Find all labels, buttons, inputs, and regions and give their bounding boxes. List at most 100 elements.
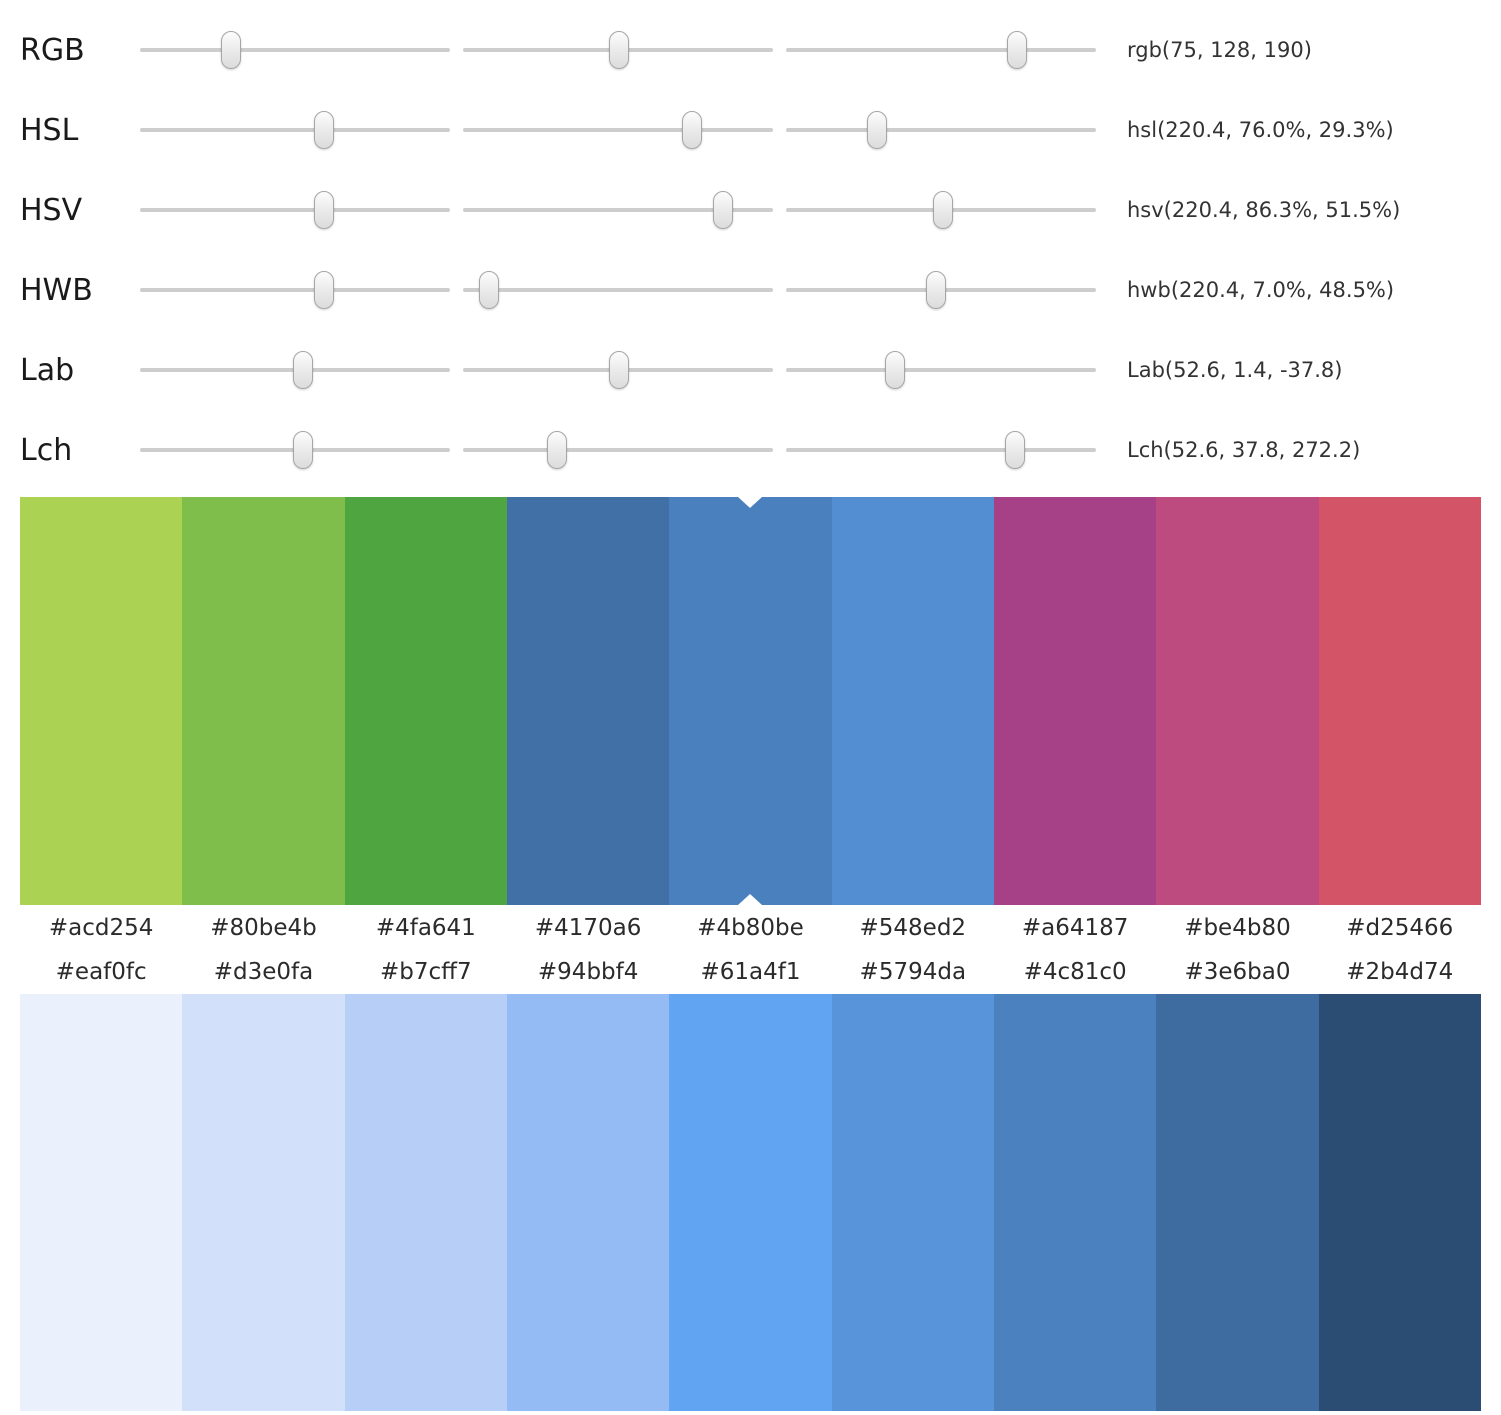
slider-thumb[interactable]: [293, 431, 314, 469]
hex-label: #eaf0fc: [55, 959, 147, 985]
hex-label: #b7cff7: [380, 959, 472, 985]
scale-swatch[interactable]: [182, 994, 345, 1411]
scale-swatch[interactable]: [1318, 994, 1481, 1411]
scale-swatch[interactable]: [1156, 994, 1319, 1411]
slider-thumb[interactable]: [221, 31, 242, 69]
palette-swatch[interactable]: [344, 497, 507, 905]
hex-label: #4fa641: [375, 914, 476, 941]
scale-swatch[interactable]: [20, 994, 183, 1411]
palette-swatch[interactable]: [506, 497, 670, 905]
slider-thumb[interactable]: [293, 351, 314, 389]
lch-c-slider[interactable]: [463, 428, 773, 472]
palette-swatch[interactable]: [1318, 497, 1481, 905]
hwb-value-text: hwb(220.4, 7.0%, 48.5%): [1127, 278, 1395, 302]
slider-thumb[interactable]: [314, 191, 335, 229]
hex-label: #2b4d74: [1346, 959, 1454, 985]
hex-label: #d3e0fa: [213, 959, 314, 985]
slider-thumb[interactable]: [608, 351, 629, 389]
rgb-blue-slider[interactable]: [786, 28, 1096, 72]
lab-label: Lab: [20, 352, 75, 388]
slider-track[interactable]: [140, 288, 450, 292]
slider-thumb[interactable]: [479, 271, 500, 309]
slider-thumb[interactable]: [867, 111, 888, 149]
hex-label: #94bbf4: [537, 959, 639, 985]
slider-thumb[interactable]: [314, 111, 335, 149]
hex-label: #61a4f1: [700, 959, 801, 985]
hex-label: #5794da: [859, 959, 967, 985]
slider-track[interactable]: [786, 128, 1096, 132]
hsv-saturation-slider[interactable]: [463, 188, 773, 232]
scale-swatch[interactable]: [993, 994, 1157, 1411]
slider-row-rgb: RGB rgb(75, 128, 190): [20, 10, 1481, 90]
slider-row-lab: Lab Lab(52.6, 1.4, -37.8): [20, 330, 1481, 410]
slider-track[interactable]: [463, 208, 773, 212]
scale-swatch[interactable]: [669, 994, 832, 1411]
hsv-hue-slider[interactable]: [140, 188, 450, 232]
lab-a-slider[interactable]: [463, 348, 773, 392]
palette-swatch[interactable]: [1156, 497, 1319, 905]
slider-row-hsl: HSL hsl(220.4, 76.0%, 29.3%): [20, 90, 1481, 170]
slider-track[interactable]: [463, 288, 773, 292]
lch-h-slider[interactable]: [786, 428, 1096, 472]
hsv-value-text: hsv(220.4, 86.3%, 51.5%): [1127, 198, 1401, 222]
rgb-value-text: rgb(75, 128, 190): [1127, 38, 1312, 62]
lch-value-text: Lch(52.6, 37.8, 272.2): [1127, 438, 1361, 462]
slider-row-lch: Lch Lch(52.6, 37.8, 272.2): [20, 410, 1481, 490]
slider-track[interactable]: [463, 448, 773, 452]
slider-thumb[interactable]: [682, 111, 703, 149]
slider-row-hsv: HSV hsv(220.4, 86.3%, 51.5%): [20, 170, 1481, 250]
rgb-red-slider[interactable]: [140, 28, 450, 72]
slider-track[interactable]: [786, 48, 1096, 52]
hwb-label: HWB: [20, 272, 93, 308]
scale-swatch[interactable]: [506, 994, 670, 1411]
hwb-blackness-slider[interactable]: [786, 268, 1096, 312]
hsl-saturation-slider[interactable]: [463, 108, 773, 152]
slider-thumb[interactable]: [885, 351, 906, 389]
hsl-lightness-slider[interactable]: [786, 108, 1096, 152]
palette-swatch[interactable]: [993, 497, 1157, 905]
palette-swatch-selected[interactable]: [669, 497, 832, 905]
palette-swatch[interactable]: [182, 497, 345, 905]
hex-label: #80be4b: [210, 914, 317, 941]
hsv-label: HSV: [20, 192, 83, 228]
slider-thumb[interactable]: [608, 31, 629, 69]
slider-thumb[interactable]: [546, 431, 567, 469]
hsl-label: HSL: [20, 112, 79, 148]
hex-label: #d25466: [1346, 914, 1454, 941]
lch-label: Lch: [20, 432, 73, 468]
slider-thumb[interactable]: [314, 271, 335, 309]
hex-label: #3e6ba0: [1184, 959, 1291, 985]
hwb-hue-slider[interactable]: [140, 268, 450, 312]
slider-track[interactable]: [140, 128, 450, 132]
hex-label: #4c81c0: [1023, 959, 1127, 985]
slider-track[interactable]: [786, 368, 1096, 372]
hsv-value-slider[interactable]: [786, 188, 1096, 232]
slider-thumb[interactable]: [1005, 431, 1026, 469]
hex-label: #4b80be: [697, 914, 804, 941]
slider-panel: RGB rgb(75, 128, 190) HSL: [0, 0, 1501, 490]
slider-thumb[interactable]: [932, 191, 953, 229]
palette-swatch[interactable]: [831, 497, 994, 905]
slider-thumb[interactable]: [926, 271, 947, 309]
slider-track[interactable]: [140, 48, 450, 52]
lch-l-slider[interactable]: [140, 428, 450, 472]
slider-track[interactable]: [786, 448, 1096, 452]
scale-swatch[interactable]: [344, 994, 507, 1411]
hex-label: #acd254: [48, 914, 154, 941]
lab-l-slider[interactable]: [140, 348, 450, 392]
palette-swatch[interactable]: [20, 497, 183, 905]
hsl-hue-slider[interactable]: [140, 108, 450, 152]
lab-b-slider[interactable]: [786, 348, 1096, 392]
lab-value-text: Lab(52.6, 1.4, -37.8): [1127, 358, 1343, 382]
palette-section: #acd254 #80be4b #4fa641 #4170a6 #4b80be …: [20, 497, 1481, 1411]
hwb-whiteness-slider[interactable]: [463, 268, 773, 312]
scale-labels: #eaf0fc #d3e0fa #b7cff7 #94bbf4 #61a4f1 …: [20, 950, 1481, 994]
hex-label: #4170a6: [534, 914, 642, 941]
slider-track[interactable]: [140, 208, 450, 212]
slider-thumb[interactable]: [713, 191, 734, 229]
slider-track[interactable]: [463, 128, 773, 132]
rgb-green-slider[interactable]: [463, 28, 773, 72]
slider-thumb[interactable]: [1006, 31, 1027, 69]
scale-swatch[interactable]: [831, 994, 994, 1411]
hue-palette: [20, 497, 1481, 905]
